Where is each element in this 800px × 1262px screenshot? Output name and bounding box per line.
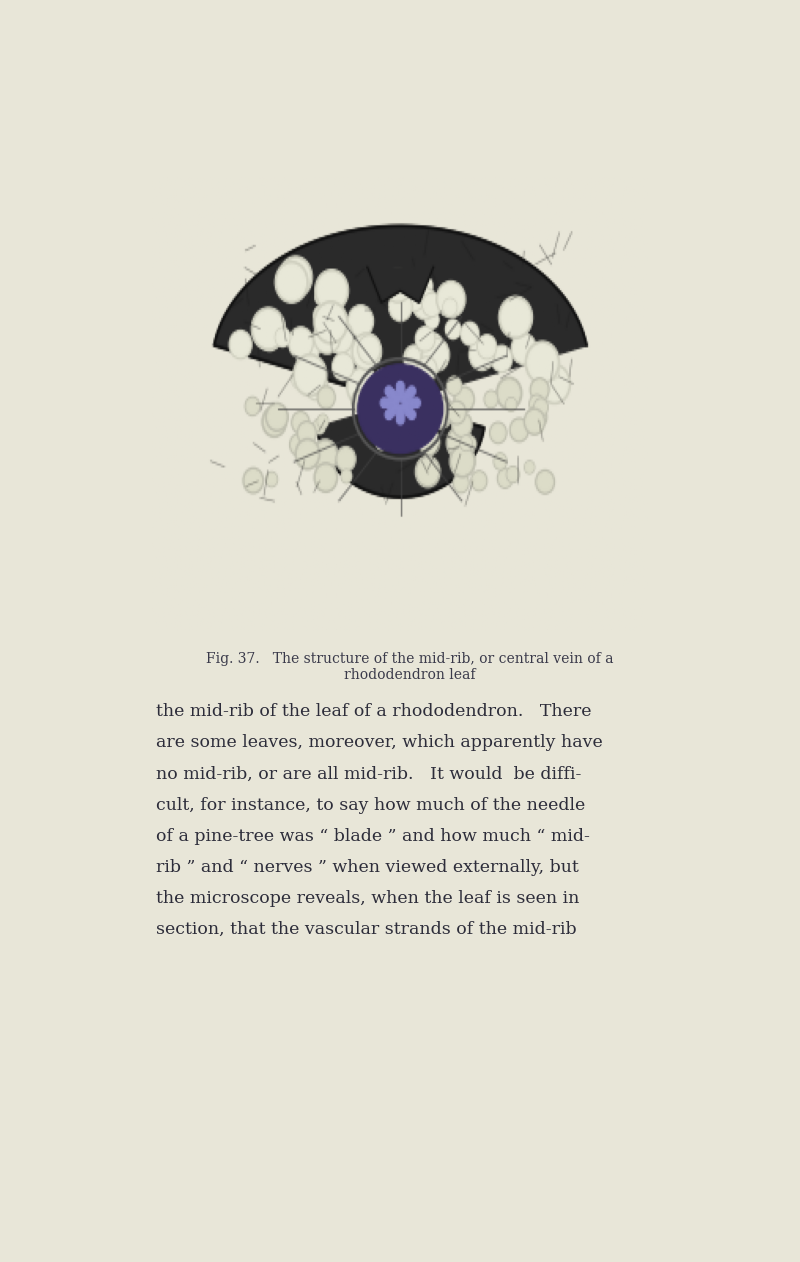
Text: bears the same relation to the mid-rib of the leaf.: bears the same relation to the mid-rib o… <box>156 297 590 313</box>
Text: the mid-rib of the leaf of a rhododendron.   There: the mid-rib of the leaf of a rhododendro… <box>156 703 591 721</box>
Text: rib ” and “ nerves ” when viewed externally, but: rib ” and “ nerves ” when viewed externa… <box>156 859 578 876</box>
Text: cult, for instance, to say how much of the needle: cult, for instance, to say how much of t… <box>156 796 585 814</box>
Text: GLIMPSES INTO PLANT STRUCTURE  55: GLIMPSES INTO PLANT STRUCTURE 55 <box>156 196 560 213</box>
Text: the microscope reveals, when the leaf is seen in: the microscope reveals, when the leaf is… <box>156 890 579 907</box>
Text: of a pine-tree was “ blade ” and how much “ mid-: of a pine-tree was “ blade ” and how muc… <box>156 828 590 844</box>
Text: So, in Fig. 37, I show the internal structure of: So, in Fig. 37, I show the internal stru… <box>156 327 561 345</box>
Text: of a leaf stalk—there are many plants which pro-: of a leaf stalk—there are many plants wh… <box>156 233 586 251</box>
Text: are some leaves, moreover, which apparently have: are some leaves, moreover, which apparen… <box>156 734 602 751</box>
Text: no mid-rib, or are all mid-rib.   It would  be diffi-: no mid-rib, or are all mid-rib. It would… <box>156 766 581 782</box>
Text: Fig. 37.   The structure of the mid-rib, or central vein of a: Fig. 37. The structure of the mid-rib, o… <box>206 652 614 666</box>
Text: duce only a single leaf—and the leaf stalk in turn: duce only a single leaf—and the leaf sta… <box>156 265 588 283</box>
Text: rhododendron leaf: rhododendron leaf <box>344 669 476 683</box>
Text: section, that the vascular strands of the mid-rib: section, that the vascular strands of th… <box>156 921 577 938</box>
